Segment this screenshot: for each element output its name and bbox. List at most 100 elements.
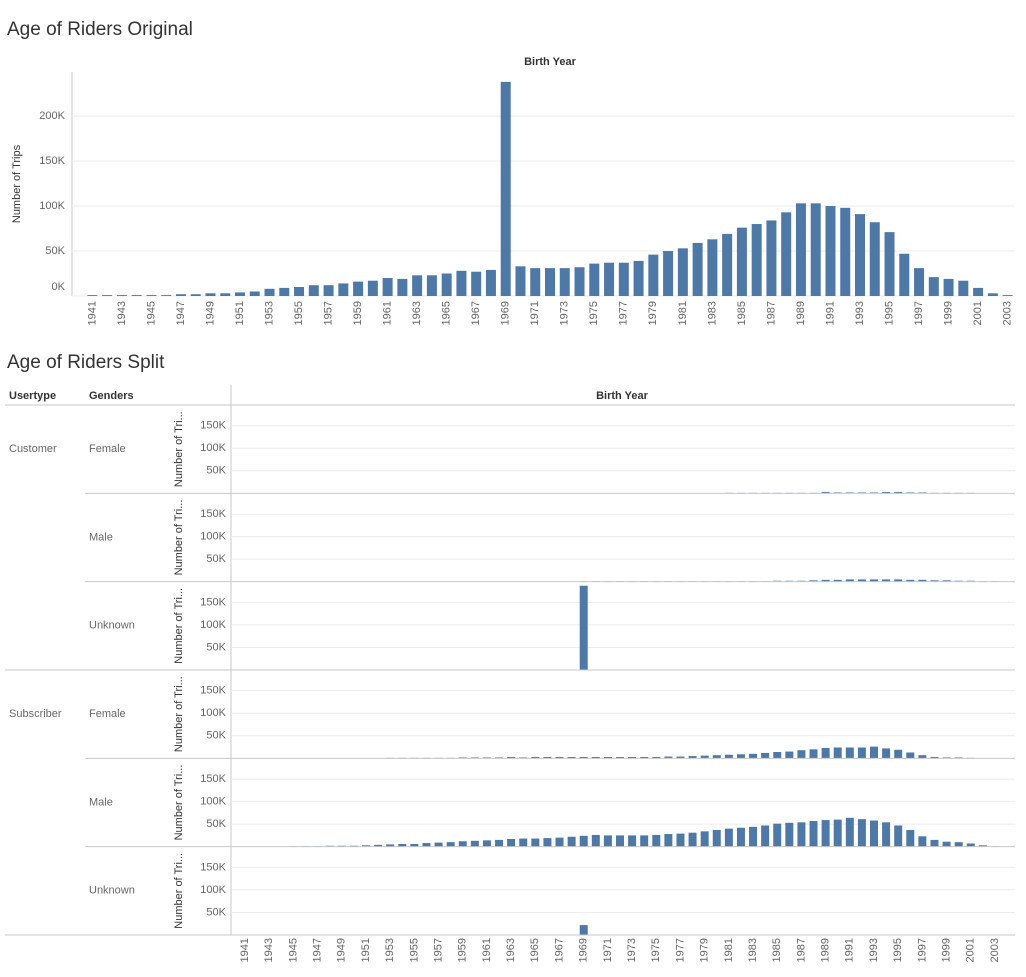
- row-header: Genders: [89, 390, 134, 402]
- bar: [700, 755, 709, 759]
- x-tick-label: 1995: [883, 301, 895, 325]
- bar: [882, 748, 891, 759]
- bar: [833, 747, 842, 759]
- bar: [781, 212, 792, 296]
- bar: [574, 267, 585, 296]
- bar: [773, 823, 782, 847]
- bar: [707, 239, 718, 296]
- bar: [722, 233, 733, 296]
- x-tick-label: 2003: [989, 938, 1001, 962]
- bar: [736, 827, 745, 847]
- x-tick-label: 1965: [441, 301, 453, 325]
- bar: [530, 268, 541, 296]
- bar: [87, 295, 98, 296]
- bar: [751, 224, 762, 296]
- bar: [958, 280, 969, 296]
- x-tick-label: 1999: [940, 938, 952, 962]
- x-tick-label: 1995: [892, 938, 904, 962]
- bar: [857, 747, 866, 759]
- x-tick-label: 1989: [820, 938, 832, 962]
- bar: [942, 841, 951, 847]
- bar: [604, 262, 615, 296]
- bar: [840, 207, 851, 296]
- y-axis-label: Number of Tri...: [173, 853, 185, 929]
- y-tick-label: 50K: [206, 641, 226, 653]
- y-axis-label: Number of Tri...: [173, 765, 185, 841]
- x-tick-label: 1983: [706, 301, 718, 325]
- x-tick-label: 1943: [116, 301, 128, 325]
- x-tick-label: 1991: [844, 938, 856, 962]
- bar: [116, 295, 127, 296]
- bar: [795, 203, 806, 296]
- bar: [773, 752, 782, 759]
- bar: [519, 838, 528, 847]
- bar: [264, 288, 275, 296]
- bar: [870, 746, 878, 759]
- x-tick-label: 1973: [626, 938, 638, 962]
- bar: [700, 831, 709, 847]
- gender-label: Female: [89, 443, 126, 455]
- y-axis-label: Number of Tri...: [173, 676, 185, 752]
- chart-title: Age of Riders Original: [7, 19, 193, 40]
- bar: [482, 840, 491, 847]
- x-tick-label: 1949: [204, 301, 216, 325]
- x-axis-header: Birth Year: [524, 56, 576, 68]
- bar: [652, 834, 661, 847]
- y-tick-label: 50K: [206, 730, 226, 742]
- bar: [899, 253, 910, 296]
- bar: [353, 281, 364, 296]
- bar: [603, 756, 612, 759]
- y-tick-label: 100K: [200, 796, 226, 808]
- y-axis-label: Number of Trips: [11, 144, 23, 223]
- x-tick-label: 1997: [916, 938, 928, 962]
- x-tick-label: 1977: [618, 301, 630, 325]
- x-tick-label: 1961: [382, 301, 394, 325]
- y-tick-label: 0K: [52, 281, 66, 293]
- bar: [495, 839, 504, 847]
- bar: [906, 579, 915, 582]
- bar: [930, 839, 939, 847]
- y-tick-label: 150K: [200, 773, 226, 785]
- x-axis-header: Birth Year: [596, 390, 648, 402]
- bar: [973, 287, 984, 296]
- bar: [676, 756, 685, 759]
- x-tick-label: 1997: [913, 301, 925, 325]
- bar: [131, 295, 142, 296]
- bar: [426, 275, 437, 296]
- usertype-label: Customer: [9, 443, 57, 455]
- bar: [918, 836, 927, 847]
- bar: [857, 579, 866, 582]
- bar: [833, 819, 842, 847]
- bar: [507, 756, 516, 759]
- bar: [664, 756, 673, 759]
- gender-label: Unknown: [89, 885, 135, 897]
- x-tick-label: 1955: [408, 938, 420, 962]
- bar: [446, 842, 455, 847]
- bar: [845, 817, 854, 847]
- y-tick-label: 150K: [200, 420, 226, 432]
- bar: [676, 833, 685, 847]
- bar: [821, 579, 830, 582]
- bar: [821, 820, 830, 847]
- bar: [633, 260, 644, 296]
- bar: [648, 254, 659, 296]
- bar: [692, 242, 703, 296]
- bar: [943, 278, 954, 296]
- x-tick-label: 1985: [736, 301, 748, 325]
- bar: [543, 756, 552, 759]
- bar: [249, 291, 260, 296]
- x-tick-label: 1977: [674, 938, 686, 962]
- bar: [857, 819, 866, 847]
- bar: [175, 294, 186, 296]
- bar: [942, 580, 951, 582]
- bar: [918, 755, 927, 759]
- bar: [374, 844, 383, 847]
- x-tick-label: 1955: [293, 301, 305, 325]
- x-tick-label: 1965: [529, 938, 541, 962]
- bar: [470, 840, 479, 847]
- bar: [367, 280, 378, 296]
- x-tick-label: 1963: [505, 938, 517, 962]
- bar: [205, 293, 216, 296]
- bar: [966, 843, 975, 847]
- bar: [545, 268, 555, 296]
